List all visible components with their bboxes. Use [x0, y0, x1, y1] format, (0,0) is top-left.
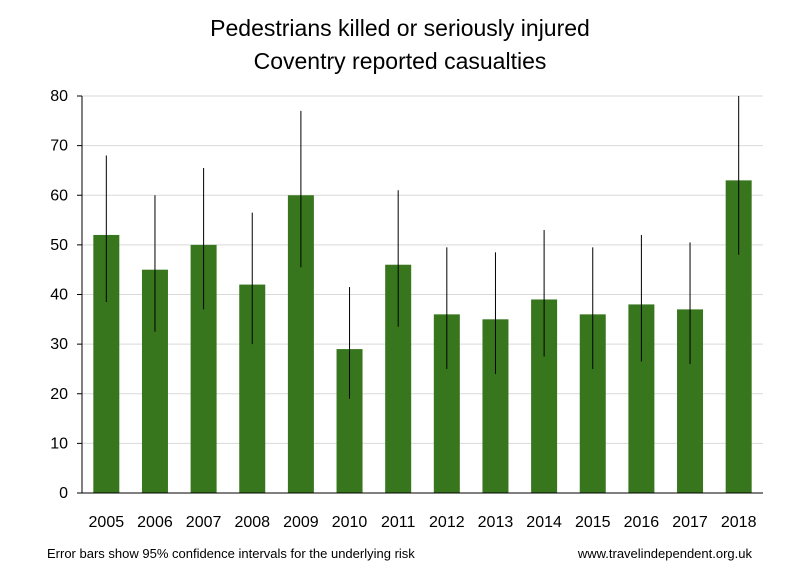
y-tick-label: 10	[50, 435, 68, 452]
chart-title-line-2: Coventry reported casualties	[253, 48, 547, 74]
x-tick-label: 2016	[624, 514, 660, 531]
x-tick-label: 2009	[283, 514, 319, 531]
x-tick-label: 2018	[721, 514, 757, 531]
error-bar-note: Error bars show 95% confidence intervals…	[47, 546, 415, 561]
y-tick-label: 40	[50, 287, 68, 304]
y-tick-label: 0	[59, 485, 68, 502]
x-tick-label: 2011	[381, 514, 416, 531]
x-tick-label: 2013	[478, 514, 514, 531]
x-tick-label: 2007	[186, 514, 222, 531]
x-tick-label: 2017	[672, 514, 708, 531]
x-tick-label: 2006	[137, 514, 173, 531]
x-tick-label: 2015	[575, 514, 611, 531]
x-tick-label: 2010	[332, 514, 368, 531]
x-tick-label: 2008	[234, 514, 270, 531]
x-tick-label: 2014	[526, 514, 562, 531]
x-tick-label: 2005	[89, 514, 125, 531]
x-tick-label: 2012	[429, 514, 465, 531]
chart-title-line-1: Pedestrians killed or seriously injured	[210, 15, 590, 41]
y-tick-label: 30	[50, 336, 68, 353]
y-tick-label: 60	[50, 187, 68, 204]
source-url: www.travelindependent.org.uk	[577, 546, 752, 561]
y-tick-label: 70	[50, 138, 68, 155]
y-tick-label: 20	[50, 386, 68, 403]
y-tick-label: 50	[50, 237, 68, 254]
y-tick-label: 80	[50, 88, 68, 105]
